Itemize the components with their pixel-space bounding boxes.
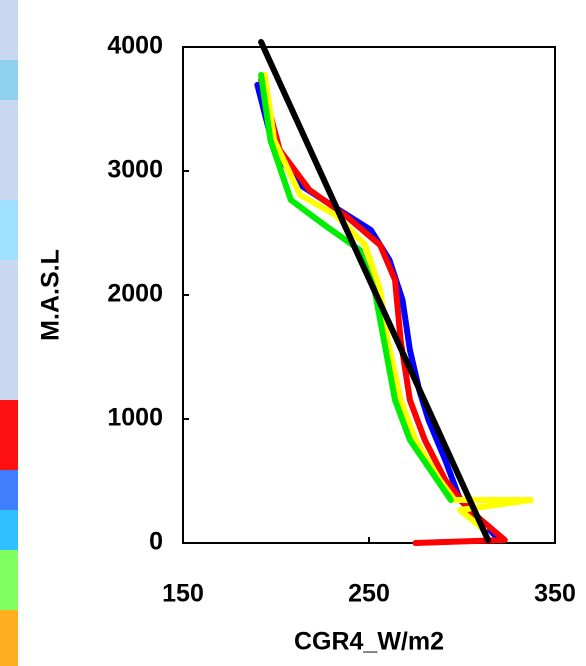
y-axis-label: M.A.S.L xyxy=(37,249,65,341)
y-tick-label: 2000 xyxy=(107,280,163,308)
image-strip xyxy=(0,0,18,666)
x-tick-label: 350 xyxy=(534,580,576,608)
y-tick-label: 0 xyxy=(149,528,163,556)
y-tick-label: 3000 xyxy=(107,156,163,184)
x-tick-label: 250 xyxy=(348,580,390,608)
profile-line xyxy=(261,72,534,533)
y-tick-label: 1000 xyxy=(107,404,163,432)
x-axis-label: CGR4_W/m2 xyxy=(294,628,444,656)
profile-line xyxy=(258,39,492,544)
plot-frame xyxy=(182,46,556,544)
y-tick-label: 4000 xyxy=(107,32,163,60)
x-tick-label: 150 xyxy=(162,580,204,608)
